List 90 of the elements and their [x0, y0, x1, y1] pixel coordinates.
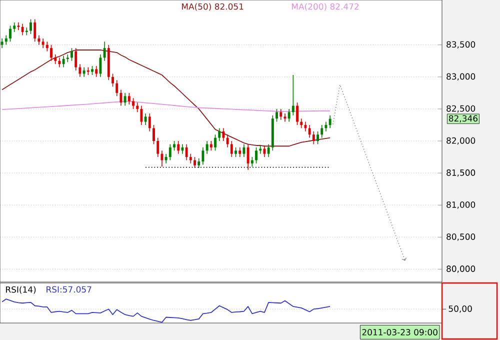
candlestick [230, 140, 233, 158]
candlestick [189, 153, 192, 164]
candlestick [4, 34, 8, 46]
candlestick [304, 121, 307, 132]
text: 82,346 [448, 115, 478, 122]
candlestick [128, 92, 130, 105]
candlestick [263, 145, 266, 158]
candlestick [255, 147, 258, 164]
candlestick [62, 55, 65, 68]
chart-title: RSI(14) [6, 286, 36, 294]
candlestick [276, 108, 278, 122]
y-tick-label: 82,000 [446, 137, 476, 145]
candlestick [250, 156, 254, 168]
candlestick [202, 147, 204, 166]
candlestick [259, 145, 262, 154]
candlestick [234, 147, 237, 158]
y-tick-label: 83,500 [446, 41, 476, 48]
candlestick [284, 113, 286, 122]
candlestick [160, 150, 164, 168]
candlestick [46, 41, 48, 52]
y-tick-label: 81,000 [446, 201, 476, 209]
candlestick [218, 128, 221, 142]
candlestick [210, 140, 212, 152]
candlestick [181, 144, 184, 154]
series-label: RSI:57.057 [46, 286, 92, 293]
candlestick [242, 144, 246, 158]
candlestick [140, 105, 143, 126]
candlestick [238, 147, 242, 158]
candlestick [95, 66, 98, 78]
candlestick [292, 74, 294, 116]
y-tick-label: 80,500 [446, 234, 476, 241]
candlestick [70, 48, 73, 62]
candlestick [246, 144, 250, 170]
candlestick [74, 48, 78, 71]
candlestick [78, 64, 82, 78]
candlestick [288, 108, 290, 122]
text: 50,00 [448, 305, 472, 313]
candlestick [42, 38, 44, 48]
y-tick-label: 83,000 [446, 73, 476, 81]
candlestick [34, 18, 36, 42]
candlestick [316, 130, 319, 145]
text: MA(50) 82.051 [182, 3, 244, 11]
candlestick [152, 124, 155, 145]
text: 2011-03-23 09:00 [362, 329, 438, 336]
candlestick [177, 140, 180, 154]
candlestick [148, 113, 151, 132]
candlestick [124, 92, 126, 106]
candlestick [132, 98, 134, 110]
candlestick [58, 57, 61, 68]
candlestick [300, 118, 303, 129]
candlestick [112, 73, 114, 87]
candlestick [173, 140, 176, 152]
candlestick [99, 54, 102, 78]
candlestick [38, 34, 40, 46]
candlestick [156, 137, 160, 158]
text: MA(200) 82.472 [292, 3, 359, 11]
candlestick [206, 140, 208, 154]
candlestick [267, 144, 270, 158]
candlestick [30, 18, 32, 34]
candlestick [328, 114, 332, 129]
candlestick [296, 102, 298, 126]
candlestick [198, 158, 200, 168]
candlestick [0, 38, 4, 48]
candlestick [116, 80, 118, 97]
candlestick [120, 89, 122, 106]
candlestick [54, 54, 57, 64]
candlestick [214, 134, 216, 152]
candlestick [82, 66, 86, 78]
y-tick-label: 81,500 [446, 169, 476, 177]
candlestick [136, 102, 139, 113]
candlestick [50, 44, 52, 62]
candlestick [324, 121, 328, 132]
candlestick [194, 156, 196, 168]
candlestick [17, 22, 20, 31]
candlestick [164, 153, 168, 164]
candlestick [144, 113, 147, 126]
y-tick-label: 80,000 [446, 266, 476, 273]
candlestick [308, 124, 311, 138]
candlestick [185, 144, 188, 161]
candlestick [222, 128, 225, 142]
y-tick-label: 82,500 [446, 105, 476, 113]
candlestick [320, 124, 324, 138]
candlestick [226, 134, 229, 148]
candlestick [9, 25, 12, 42]
candlestick [312, 130, 315, 145]
candlestick [280, 108, 282, 120]
candlestick [168, 144, 172, 161]
candlestick [13, 22, 16, 32]
candlestick [21, 23, 24, 36]
candlestick [103, 41, 106, 62]
